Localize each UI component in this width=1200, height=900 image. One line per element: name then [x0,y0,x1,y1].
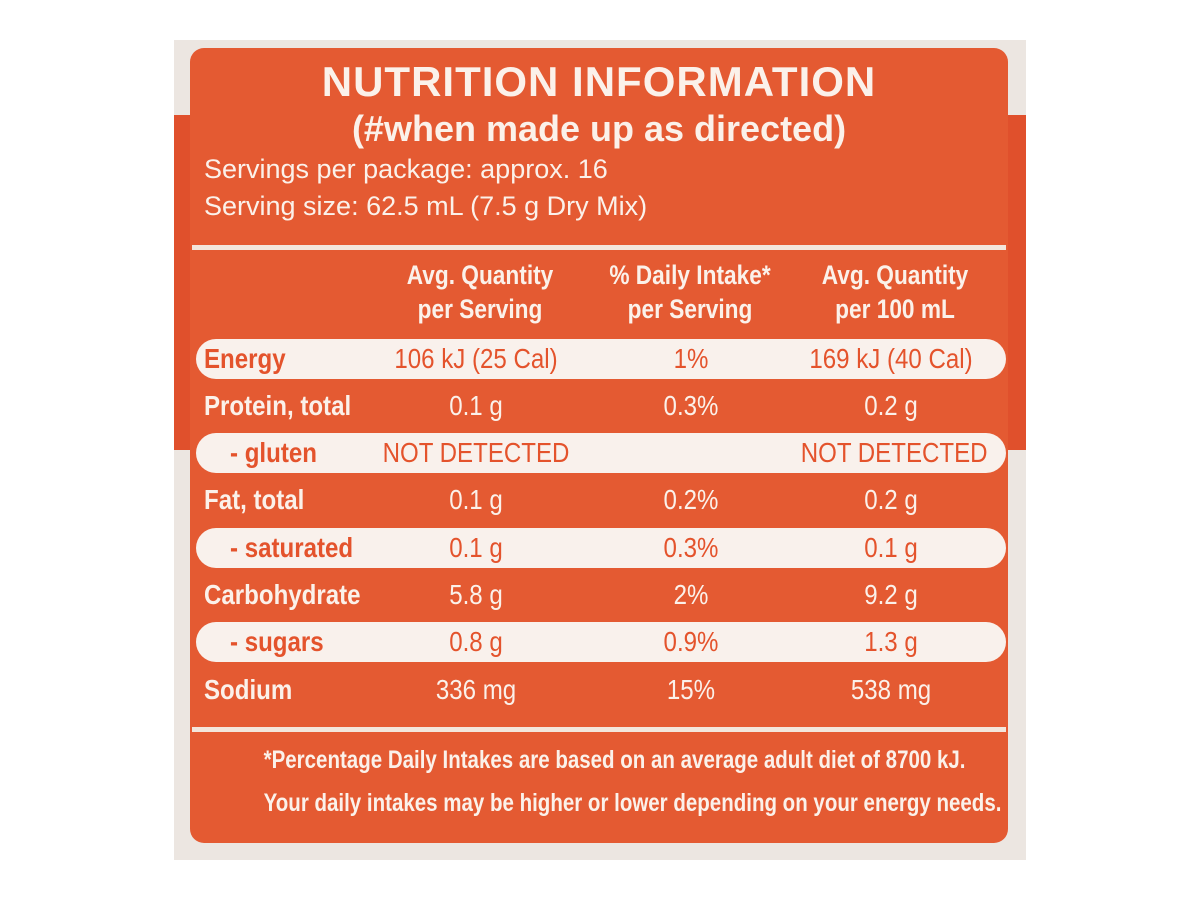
per-100ml-value: 538 mg [850,674,932,705]
daily-intake-value [575,433,807,473]
daily-intake-value: 0.9% [663,626,719,657]
per-serving-value: 336 mg [435,674,517,705]
right-side-strip [1008,115,1026,450]
servings-per-package: Servings per package: approx. 16 [204,154,608,184]
column-header-line: Avg. Quantity [821,260,969,290]
column-header-line: per Serving [417,294,543,324]
column-header-line: per Serving [627,294,753,324]
per-serving-value: 5.8 g [449,579,503,610]
column-header-daily-intake: % Daily Intake* per Serving [585,258,795,326]
per-100ml-value: 1.3 g [864,626,918,657]
row-label: - saturated [230,532,354,563]
serving-size: Serving size: 62.5 mL (7.5 g Dry Mix) [204,191,648,221]
table-row-fat: Fat, total 0.1 g 0.2% 0.2 g [196,480,1006,520]
table-row-saturated: - saturated 0.1 g 0.3% 0.1 g [196,528,1006,568]
table-row-gluten: - gluten NOT DETECTED NOT DETECTED [196,433,1006,473]
daily-intake-value: 0.3% [663,532,719,563]
per-100ml-value: 9.2 g [864,579,918,610]
table-row-sodium: Sodium 336 mg 15% 538 mg [196,670,1006,710]
footnote-divider [192,727,1006,732]
daily-intake-value: 1% [673,343,709,374]
row-label: - gluten [230,437,317,468]
table-row-energy: Energy 106 kJ (25 Cal) 1% 169 kJ (40 Cal… [196,339,1006,379]
column-header-line: % Daily Intake* [609,260,771,290]
column-header-avg-per-100ml: Avg. Quantity per 100 mL [794,258,996,326]
row-label: Fat, total [204,484,305,515]
per-100ml-value: NOT DETECTED [800,437,988,468]
row-label: Energy [204,343,286,374]
daily-intake-value: 0.2% [663,484,719,515]
table-row-protein: Protein, total 0.1 g 0.3% 0.2 g [196,386,1006,426]
panel-subtitle: (#when made up as directed) [351,108,847,149]
row-label: Sodium [204,674,293,705]
column-header-line: per 100 mL [835,294,955,324]
column-header-avg-per-serving: Avg. Quantity per Serving [362,258,597,326]
per-serving-value: NOT DETECTED [382,437,570,468]
panel-title: NUTRITION INFORMATION [321,58,877,105]
column-header-line: Avg. Quantity [406,260,554,290]
per-100ml-value: 0.2 g [864,390,918,421]
daily-intake-value: 2% [673,579,709,610]
left-side-strip [174,115,192,450]
per-serving-value: 0.1 g [449,484,503,515]
per-serving-value: 0.1 g [449,390,503,421]
per-100ml-value: 169 kJ (40 Cal) [809,343,973,374]
table-row-carbohydrate: Carbohydrate 5.8 g 2% 9.2 g [196,575,1006,615]
row-label: Carbohydrate [204,579,361,610]
footnote-line: Your daily intakes may be higher or lowe… [263,789,1002,817]
footnote-line: *Percentage Daily Intakes are based on a… [263,746,966,774]
table-row-sugars: - sugars 0.8 g 0.9% 1.3 g [196,622,1006,662]
row-label: - sugars [230,626,324,657]
per-serving-value: 106 kJ (25 Cal) [394,343,558,374]
per-100ml-value: 0.2 g [864,484,918,515]
daily-intake-value: 15% [666,674,716,705]
per-serving-value: 0.8 g [449,626,503,657]
row-label: Protein, total [204,390,352,421]
header-divider [192,245,1006,250]
per-serving-value: 0.1 g [449,532,503,563]
per-100ml-value: 0.1 g [864,532,918,563]
daily-intake-value: 0.3% [663,390,719,421]
